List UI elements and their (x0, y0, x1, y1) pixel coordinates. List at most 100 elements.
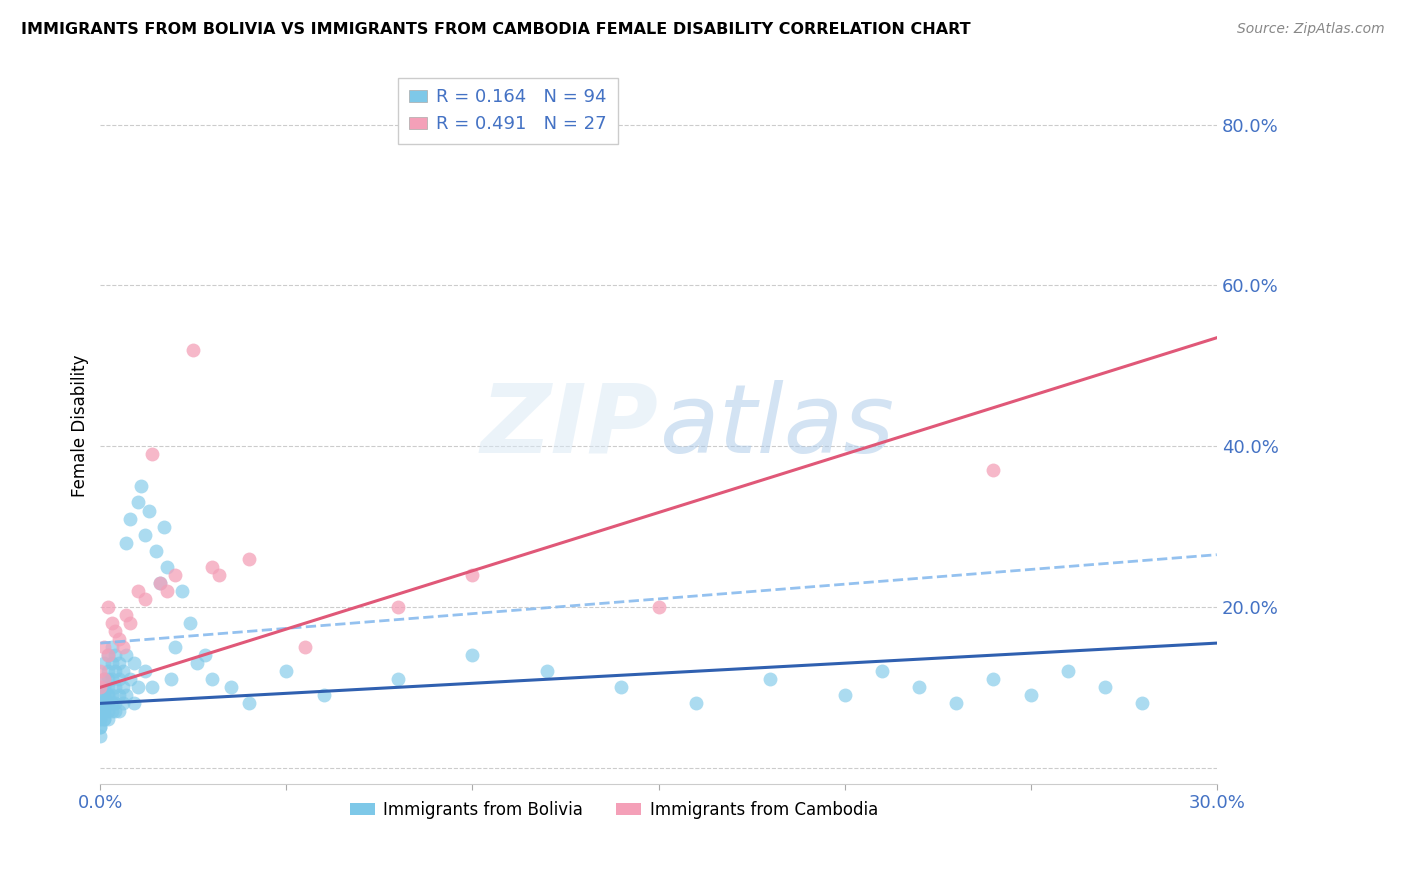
Point (97, 681, 120, 695)
Point (104, 697, 127, 711)
Point (104, 664, 127, 678)
Point (89, 705, 111, 719)
Point (201, 559, 224, 574)
Point (89, 713, 111, 727)
Point (89, 705, 111, 719)
Point (122, 697, 145, 711)
Point (160, 673, 183, 687)
Point (111, 640, 134, 654)
Point (97, 648, 120, 662)
Point (97, 705, 120, 719)
Point (100, 689, 122, 703)
Point (120, 615, 142, 630)
Point (100, 705, 122, 719)
Point (276, 664, 298, 678)
Point (219, 681, 242, 695)
Point (93, 656, 115, 670)
Point (536, 664, 558, 678)
Point (104, 648, 127, 662)
Point (156, 583, 179, 598)
Point (93, 705, 115, 719)
Point (89, 697, 111, 711)
Point (127, 681, 149, 695)
Point (156, 559, 179, 574)
Point (179, 615, 201, 630)
Point (93, 640, 115, 654)
Point (834, 689, 856, 703)
Point (97, 673, 120, 687)
Point (100, 640, 122, 654)
Point (97, 689, 120, 703)
Point (108, 656, 131, 670)
Point (134, 527, 156, 541)
Text: IMMIGRANTS FROM BOLIVIA VS IMMIGRANTS FROM CAMBODIA FEMALE DISABILITY CORRELATIO: IMMIGRANTS FROM BOLIVIA VS IMMIGRANTS FR… (21, 22, 970, 37)
Point (908, 681, 931, 695)
Point (97, 664, 120, 678)
Point (89, 713, 111, 727)
Point (208, 567, 231, 582)
Point (1019, 689, 1042, 703)
Point (108, 632, 131, 646)
Point (97, 713, 120, 727)
Point (115, 648, 138, 662)
Point (120, 511, 142, 525)
Point (983, 673, 1005, 687)
Point (111, 697, 134, 711)
Point (100, 615, 122, 630)
Point (93, 681, 115, 695)
Point (93, 705, 115, 719)
Point (238, 697, 260, 711)
Point (201, 673, 224, 687)
Point (163, 567, 186, 582)
Point (104, 681, 127, 695)
Point (134, 664, 156, 678)
Point (129, 479, 152, 493)
Point (104, 624, 127, 638)
Point (183, 343, 205, 357)
Point (461, 567, 484, 582)
Point (100, 673, 122, 687)
Point (141, 447, 163, 461)
Point (89, 697, 111, 711)
Point (111, 664, 134, 678)
Point (149, 575, 172, 590)
Point (115, 689, 138, 703)
Point (89, 689, 111, 703)
Point (759, 673, 782, 687)
Text: atlas: atlas (658, 380, 894, 473)
Point (152, 519, 174, 533)
Point (111, 681, 134, 695)
Point (93, 681, 115, 695)
Point (89, 681, 111, 695)
Point (100, 697, 122, 711)
Point (115, 535, 138, 549)
Y-axis label: Female Disability: Female Disability (72, 355, 89, 498)
Point (387, 599, 409, 614)
Point (122, 656, 145, 670)
Point (89, 729, 111, 743)
Point (89, 664, 111, 678)
Point (104, 705, 127, 719)
Point (115, 607, 138, 622)
Point (1130, 697, 1153, 711)
Point (461, 648, 484, 662)
Point (93, 689, 115, 703)
Text: ZIP: ZIP (481, 380, 658, 473)
Point (93, 689, 115, 703)
Point (93, 697, 115, 711)
Point (1057, 664, 1080, 678)
Point (120, 673, 142, 687)
Point (89, 721, 111, 735)
Text: Source: ZipAtlas.com: Source: ZipAtlas.com (1237, 22, 1385, 37)
Point (193, 648, 215, 662)
Point (138, 503, 160, 517)
Point (141, 681, 163, 695)
Point (163, 640, 186, 654)
Point (870, 664, 893, 678)
Point (93, 713, 115, 727)
Point (312, 689, 335, 703)
Point (97, 689, 120, 703)
Legend: Immigrants from Bolivia, Immigrants from Cambodia: Immigrants from Bolivia, Immigrants from… (343, 794, 884, 825)
Point (97, 697, 120, 711)
Point (1094, 681, 1116, 695)
